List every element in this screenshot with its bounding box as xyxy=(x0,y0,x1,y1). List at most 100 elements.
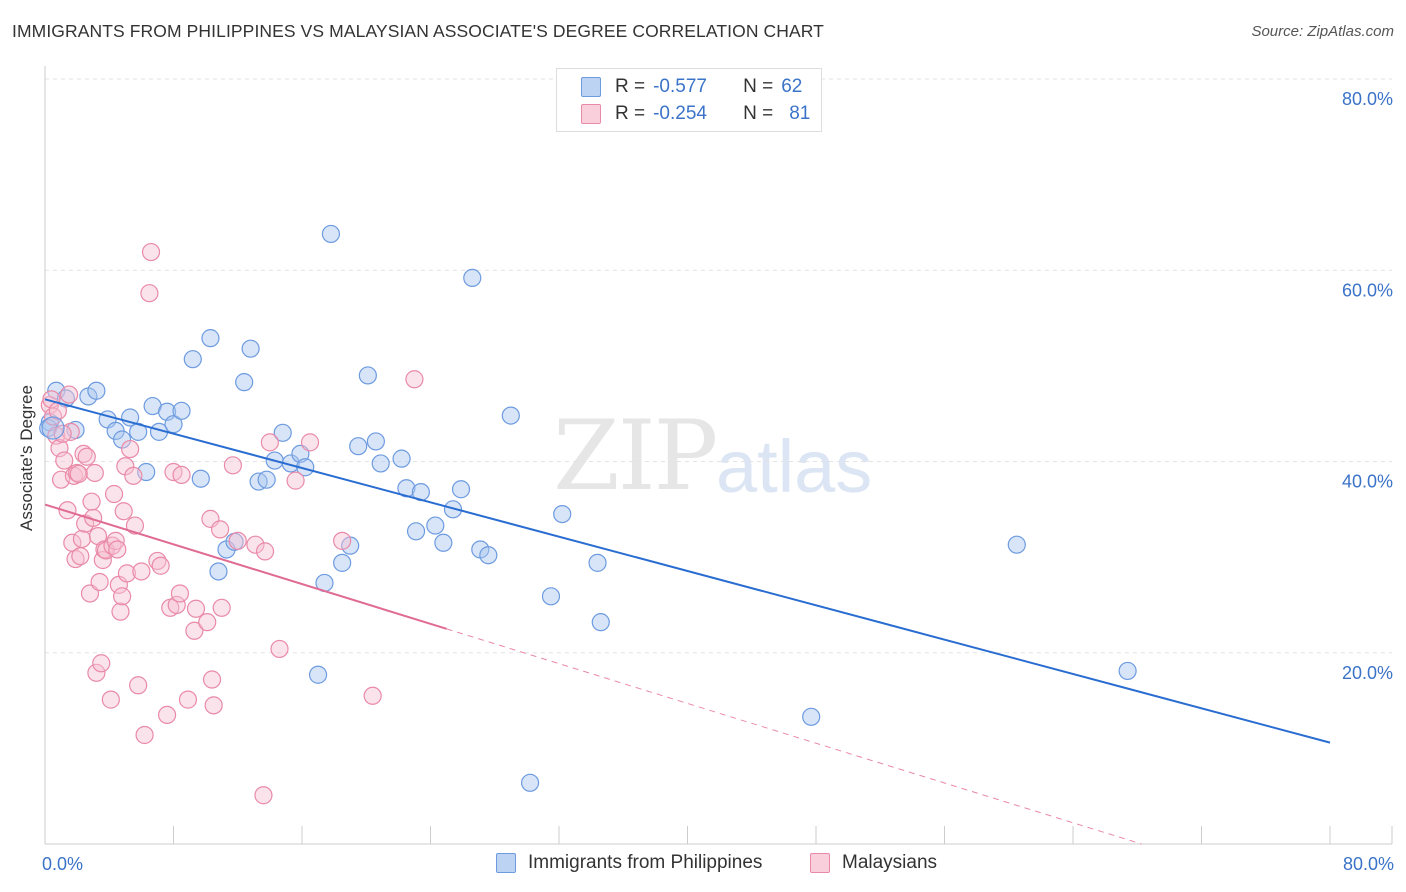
point-malaysians xyxy=(198,613,217,632)
point-philippines xyxy=(1118,661,1137,681)
legend-row-philippines: R = -0.577 N = 62 xyxy=(581,74,802,100)
point-malaysians xyxy=(125,516,145,535)
y-tick-label: 20.0% xyxy=(1342,663,1393,683)
point-philippines xyxy=(183,350,202,369)
point-malaysians xyxy=(112,587,132,606)
point-malaysians xyxy=(132,562,151,581)
point-philippines xyxy=(333,553,352,572)
legend-row-malaysians: R = -0.254 N = 81 xyxy=(581,101,810,127)
point-philippines xyxy=(41,416,65,440)
point-malaysians xyxy=(204,696,223,715)
point-philippines xyxy=(1007,535,1026,554)
point-philippines xyxy=(235,373,254,392)
point-philippines xyxy=(541,587,561,606)
point-malaysians xyxy=(151,556,170,575)
point-malaysians xyxy=(101,690,120,709)
point-malaysians xyxy=(228,531,247,550)
point-philippines xyxy=(273,423,292,442)
point-malaysians xyxy=(300,433,320,452)
point-malaysians xyxy=(129,676,148,695)
point-philippines xyxy=(349,437,368,456)
point-malaysians xyxy=(59,385,79,404)
point-malaysians xyxy=(71,547,90,566)
point-malaysians xyxy=(405,370,424,389)
point-philippines xyxy=(479,546,498,565)
point-malaysians xyxy=(254,786,273,805)
chart-source: Source: ZipAtlas.com xyxy=(1251,23,1394,40)
point-philippines xyxy=(308,665,328,684)
x-tick-label-min: 0.0% xyxy=(42,854,83,874)
point-malaysians xyxy=(141,242,161,262)
point-malaysians xyxy=(82,492,101,511)
point-malaysians xyxy=(286,471,305,490)
legend-r-label: R = xyxy=(615,103,646,124)
bottom-legend-philippines: Immigrants from Philippines xyxy=(496,852,762,874)
point-philippines xyxy=(520,773,540,792)
legend-n-value: 62 xyxy=(781,76,803,97)
point-malaysians xyxy=(167,595,186,615)
point-malaysians xyxy=(140,284,159,303)
legend-swatch-philippines xyxy=(581,77,601,97)
point-malaysians xyxy=(111,602,130,621)
chart-title: IMMIGRANTS FROM PHILIPPINES VS MALAYSIAN… xyxy=(12,21,824,41)
legend-n-value: 81 xyxy=(789,103,811,124)
point-philippines xyxy=(321,224,341,244)
point-philippines xyxy=(87,381,106,400)
point-philippines xyxy=(501,406,520,425)
point-malaysians xyxy=(68,463,87,483)
point-malaysians xyxy=(210,520,230,539)
point-malaysians xyxy=(170,584,190,603)
point-malaysians xyxy=(85,463,104,483)
point-malaysians xyxy=(58,501,77,520)
point-malaysians xyxy=(246,535,265,554)
point-malaysians xyxy=(202,670,222,689)
point-philippines xyxy=(463,268,482,287)
point-philippines xyxy=(451,480,471,499)
point-malaysians xyxy=(69,464,88,484)
point-philippines xyxy=(191,469,210,488)
point-malaysians xyxy=(92,654,111,673)
watermark-zip: ZIP xyxy=(553,400,718,512)
point-malaysians xyxy=(270,639,289,659)
point-philippines xyxy=(426,516,445,535)
point-philippines xyxy=(434,533,453,552)
x-tick-label-max: 80.0% xyxy=(1343,854,1394,874)
point-philippines xyxy=(392,449,411,468)
legend-n-label: N = xyxy=(743,76,774,97)
point-malaysians xyxy=(114,502,133,521)
point-philippines xyxy=(588,553,607,572)
trendline-malaysians-extension xyxy=(446,628,1142,845)
bottom-legend-label-philippines: Immigrants from Philippines xyxy=(528,852,763,873)
bottom-legend-swatch-malaysians xyxy=(810,853,830,873)
point-malaysians xyxy=(117,564,137,583)
point-malaysians xyxy=(77,447,96,466)
point-malaysians xyxy=(255,542,275,561)
y-tick-label: 60.0% xyxy=(1342,280,1393,300)
point-philippines xyxy=(591,613,610,632)
point-philippines xyxy=(257,470,276,489)
point-malaysians xyxy=(42,390,61,409)
point-malaysians xyxy=(157,705,177,725)
point-malaysians xyxy=(185,621,204,640)
point-malaysians xyxy=(108,540,127,559)
legend-r-value: -0.254 xyxy=(653,103,707,124)
point-malaysians xyxy=(186,599,206,618)
point-malaysians xyxy=(333,531,352,550)
point-malaysians xyxy=(72,529,92,549)
y-tick-label: 40.0% xyxy=(1342,472,1393,492)
y-tick-label: 80.0% xyxy=(1342,89,1393,109)
point-malaysians xyxy=(74,444,93,463)
trendline-philippines xyxy=(44,398,1331,744)
point-philippines xyxy=(201,329,220,348)
bottom-legend-label-malaysians: Malaysians xyxy=(842,852,938,873)
point-malaysians xyxy=(124,466,143,485)
bottom-legend-malaysians: Malaysians xyxy=(810,852,937,874)
point-malaysians xyxy=(90,572,109,592)
point-philippines xyxy=(172,401,191,420)
point-philippines xyxy=(371,454,390,473)
point-philippines xyxy=(553,504,572,524)
point-philippines xyxy=(406,522,426,541)
point-malaysians xyxy=(172,465,191,484)
legend-n-label: N = xyxy=(743,103,774,124)
